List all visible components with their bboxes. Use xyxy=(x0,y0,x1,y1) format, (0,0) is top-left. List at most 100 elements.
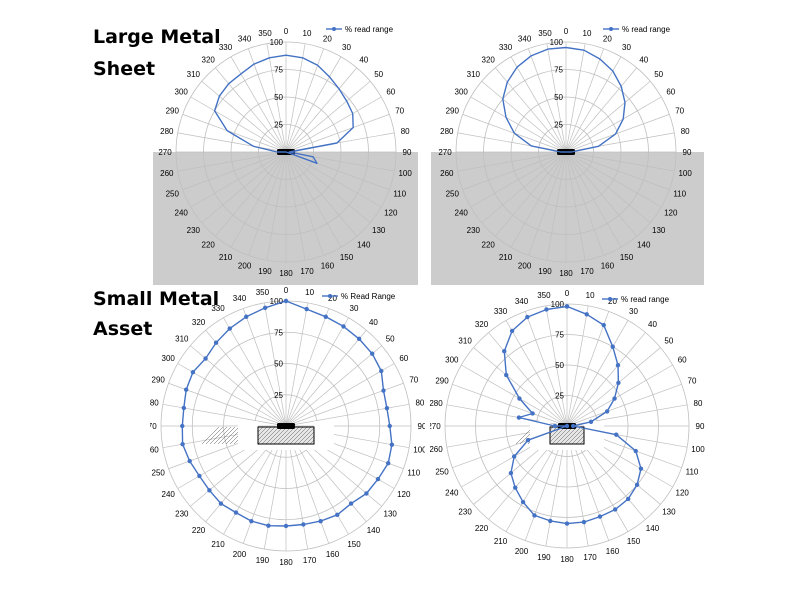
angle-tick-label: 220 xyxy=(475,524,489,533)
angle-tick-label: 120 xyxy=(676,489,690,498)
angle-tick-label: 150 xyxy=(627,537,641,546)
angle-tick-label: 20 xyxy=(608,297,617,306)
data-point xyxy=(283,298,289,304)
radial-tick-label: 50 xyxy=(274,360,283,369)
data-point xyxy=(348,501,354,506)
angle-tick-label: 0 xyxy=(284,286,289,295)
radial-tick-label: 75 xyxy=(274,66,283,75)
angle-tick-label: 300 xyxy=(445,356,459,365)
angle-spoke xyxy=(510,56,567,153)
angle-spoke xyxy=(565,151,662,208)
data-point xyxy=(244,314,249,319)
angle-tick-label: 350 xyxy=(537,291,551,300)
angle-spoke xyxy=(248,48,287,153)
angle-tick-label: 210 xyxy=(494,537,508,546)
angle-tick-label: 120 xyxy=(397,490,411,499)
angle-spoke xyxy=(285,308,330,427)
angle-tick-label: 170 xyxy=(583,553,597,562)
angle-spoke xyxy=(285,151,371,223)
data-point xyxy=(323,314,328,319)
angle-tick-label: 210 xyxy=(499,253,513,262)
data-point xyxy=(369,351,375,356)
angle-tick-label: 270 xyxy=(158,148,172,157)
data-point xyxy=(530,411,535,416)
metal-sheet-shade xyxy=(431,152,704,285)
angle-spoke xyxy=(566,311,610,427)
angle-tick-label: 20 xyxy=(603,34,612,43)
angle-tick-label: 200 xyxy=(238,262,252,271)
angle-tick-label: 140 xyxy=(637,241,651,250)
angle-tick-label: 40 xyxy=(369,318,378,327)
data-point xyxy=(601,322,606,328)
angle-spoke xyxy=(473,347,568,427)
data-point xyxy=(525,314,530,320)
angle-tick-label: 0 xyxy=(284,27,289,36)
angle-tick-label: 90 xyxy=(403,148,412,157)
angle-tick-label: 310 xyxy=(458,337,472,346)
angle-spoke xyxy=(461,364,568,427)
angle-tick-label: 100 xyxy=(678,169,692,178)
data-point xyxy=(525,437,531,443)
angle-tick-label: 50 xyxy=(654,70,663,79)
angle-spoke xyxy=(524,311,568,427)
data-point xyxy=(181,405,187,411)
angle-tick-label: 330 xyxy=(219,43,233,52)
angle-tick-label: 260 xyxy=(160,169,174,178)
angle-tick-label: 140 xyxy=(367,526,381,535)
angle-spoke xyxy=(285,317,349,427)
radial-tick-label: 100 xyxy=(550,38,564,47)
data-point xyxy=(207,488,212,493)
angle-spoke xyxy=(565,151,670,190)
large-metal-label-line1: Large Metal xyxy=(93,26,221,48)
angle-spoke xyxy=(190,96,287,153)
angle-tick-label: 100 xyxy=(691,445,705,454)
angle-tick-label: 40 xyxy=(639,55,648,64)
angle-spoke xyxy=(565,151,622,248)
angle-spoke xyxy=(566,364,673,427)
data-point xyxy=(387,423,392,429)
data-point xyxy=(504,372,509,378)
angle-tick-label: 210 xyxy=(211,540,225,549)
angle-spoke xyxy=(545,305,568,427)
angle-spoke xyxy=(452,383,568,427)
angle-tick-label: 310 xyxy=(467,70,481,79)
angle-tick-label: 310 xyxy=(175,335,189,344)
angle-spoke xyxy=(285,56,342,153)
angle-spoke xyxy=(248,151,287,256)
angle-spoke xyxy=(177,363,287,427)
angle-spoke xyxy=(565,48,604,153)
angle-spoke xyxy=(565,81,651,153)
angle-spoke xyxy=(481,81,567,153)
angle-spoke xyxy=(223,317,287,427)
legend-label: % Read Range xyxy=(341,292,396,301)
data-point xyxy=(203,356,208,361)
data-point xyxy=(552,423,557,429)
angle-spoke xyxy=(565,151,637,237)
angle-tick-label: 250 xyxy=(446,189,460,198)
data-point xyxy=(213,340,219,345)
data-point xyxy=(614,432,619,437)
angle-spoke xyxy=(470,151,567,208)
series-line xyxy=(213,54,354,165)
radial-tick-label: 75 xyxy=(555,331,564,340)
angle-tick-label: 90 xyxy=(683,148,692,157)
data-point xyxy=(570,423,576,429)
angle-spoke xyxy=(546,43,567,153)
angle-spoke xyxy=(505,320,568,427)
angle-tick-label: 180 xyxy=(559,269,573,278)
data-point xyxy=(581,519,587,525)
angle-spoke xyxy=(285,151,306,261)
angle-spoke xyxy=(263,302,287,427)
angle-tick-label: 100 xyxy=(413,446,425,455)
chart-legend: % read range xyxy=(326,25,394,34)
data-point xyxy=(233,510,239,515)
angle-tick-label: 260 xyxy=(440,169,454,178)
chart-legend: % read range xyxy=(603,25,671,34)
angle-tick-label: 80 xyxy=(694,399,703,408)
angle-tick-label: 60 xyxy=(386,88,395,97)
data-point xyxy=(283,523,289,529)
angle-spoke xyxy=(285,151,342,248)
angle-tick-label: 270 xyxy=(438,148,452,157)
